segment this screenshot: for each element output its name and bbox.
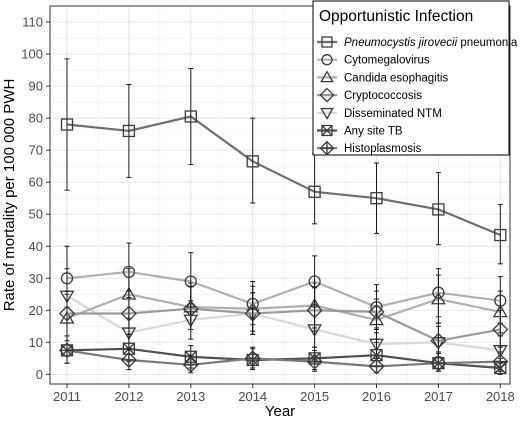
legend-item: Pneumocystis jirovecii pneumonia	[317, 36, 518, 49]
legend-label-italic: Pneumocystis jirovecii	[344, 37, 458, 49]
data-point	[183, 357, 198, 372]
data-point	[494, 294, 507, 307]
data-point	[182, 300, 199, 317]
y-tick-label: 80	[29, 111, 43, 126]
data-point	[60, 272, 74, 285]
legend-marker	[321, 36, 333, 48]
series-layer	[58, 58, 509, 375]
y-tick-label: 50	[29, 207, 43, 222]
y-axis-title: Rate of mortality per 100 000 PWH	[1, 79, 18, 312]
x-tick-label: 2011	[53, 389, 81, 404]
legend-items: Pneumocystis jirovecii pneumonia Cytomega…	[317, 36, 518, 156]
plot-border	[49, 5, 511, 385]
data-point	[121, 352, 137, 368]
x-tick-label: 2014	[238, 389, 267, 404]
y-tick-label: 60	[29, 175, 43, 190]
legend-item: Disseminated NTM	[317, 108, 442, 120]
legend-label: Cytomegalovirus	[344, 55, 430, 67]
data-point	[369, 359, 384, 374]
x-tick-label: 2015	[300, 389, 329, 404]
data-point	[122, 124, 136, 138]
y-tick-label: 90	[29, 79, 43, 94]
data-point	[308, 275, 321, 288]
legend-marker	[319, 87, 335, 103]
data-point	[58, 305, 76, 322]
data-point	[307, 354, 322, 369]
series-line	[67, 307, 501, 342]
legend-label: Cryptococcosis	[344, 90, 422, 102]
legend-marker	[321, 54, 333, 66]
legend-label: Histoplasmosis	[344, 143, 422, 155]
data-point	[430, 332, 447, 349]
data-point	[308, 185, 321, 198]
data-point	[370, 192, 383, 205]
legend-item: Candida esophagitis	[317, 70, 448, 84]
data-point	[494, 228, 507, 242]
x-tick-label: 2018	[486, 389, 515, 404]
legend-label: Disseminated NTM	[344, 108, 442, 120]
data-point	[60, 118, 74, 131]
x-tick-label: 2016	[362, 389, 391, 404]
data-point	[432, 286, 445, 299]
y-tick-label: 0	[36, 367, 43, 382]
legend-marker	[320, 141, 334, 155]
data-point	[246, 155, 259, 168]
legend-item: Cryptococcosis	[317, 87, 422, 103]
series-line	[66, 293, 501, 321]
data-point	[431, 356, 446, 371]
legend-box	[312, 0, 510, 156]
series-3	[58, 285, 509, 358]
y-tick-label: 40	[29, 239, 43, 254]
legend-marker	[320, 107, 334, 120]
x-axis-title: Year	[265, 403, 295, 420]
series-6	[58, 335, 509, 375]
y-tick-label: 110	[22, 15, 43, 30]
series-line	[66, 294, 501, 352]
series-line	[66, 349, 501, 368]
data-point	[122, 265, 136, 279]
data-point	[245, 351, 260, 366]
legend-marker	[321, 125, 333, 136]
y-tick-label: 30	[29, 271, 43, 286]
x-tick-label: 2013	[176, 389, 205, 404]
data-point	[59, 343, 75, 358]
x-tick-label: 2017	[424, 389, 453, 404]
series-0	[60, 58, 507, 265]
series-line	[66, 270, 501, 309]
legend-label-rest: pneumonia	[457, 37, 518, 49]
series-line	[66, 115, 501, 237]
data-point	[306, 302, 323, 319]
data-point	[244, 305, 261, 322]
data-point	[120, 305, 137, 322]
data-point	[184, 110, 197, 123]
axis-layer: 0 10 20 30 40 50 60 70 80 90 100 110 2011 2012 2013 201…	[21, 5, 515, 404]
y-tick-label: 10	[29, 335, 43, 350]
data-point	[368, 303, 385, 320]
legend-marker	[320, 70, 334, 83]
legend-label: Any site TB	[344, 126, 403, 138]
legend-item: Histoplasmosis	[317, 140, 422, 156]
data-point	[493, 354, 508, 369]
legend-marker	[321, 124, 333, 137]
legend-item: Any site TB	[317, 124, 403, 138]
data-point	[370, 349, 383, 362]
y-tick-label: 100	[21, 47, 43, 62]
data-point	[492, 321, 509, 338]
y-tick-label: 20	[29, 303, 43, 318]
x-tick-label: 2012	[114, 389, 143, 404]
legend: Opportunistic Infection Pneumocystis jir…	[312, 0, 518, 156]
data-point	[432, 203, 445, 216]
legend-title: Opportunistic Infection	[319, 8, 473, 25]
legend-label: Candida esophagitis	[344, 72, 448, 84]
legend-label: Pneumocystis jirovecii pneumonia	[344, 37, 518, 49]
y-tick-label: 70	[29, 143, 43, 158]
legend-item: Cytomegalovirus	[317, 54, 430, 67]
